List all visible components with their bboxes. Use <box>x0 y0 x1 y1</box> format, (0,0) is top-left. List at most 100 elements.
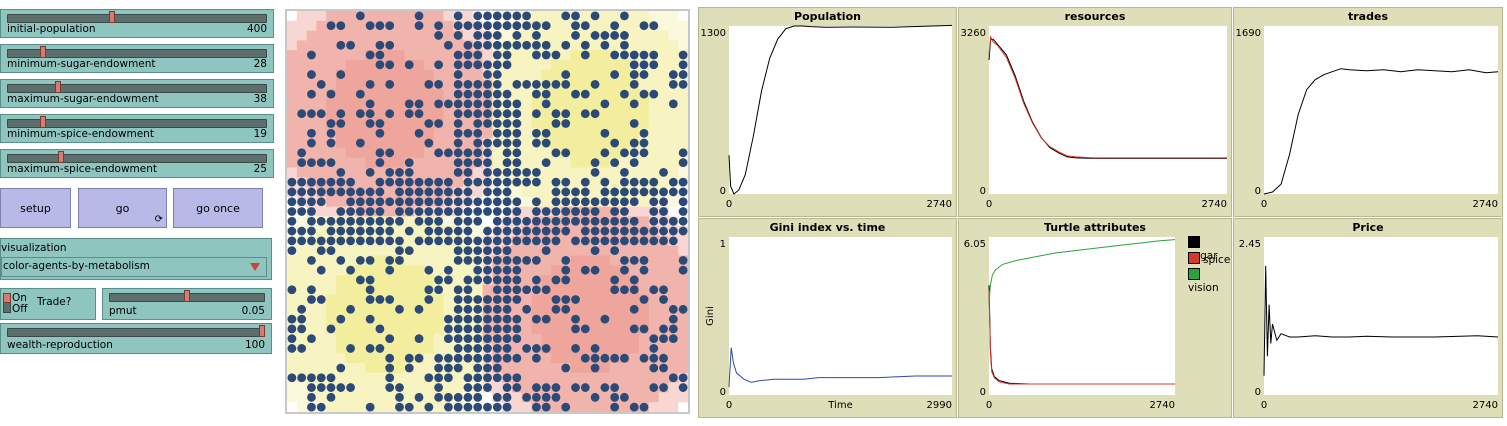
agent <box>551 50 561 60</box>
slider-knob[interactable] <box>40 46 47 58</box>
patch <box>570 353 581 364</box>
slider-knob[interactable] <box>57 151 64 163</box>
slider-wealth-reproduction[interactable]: wealth-reproduction 100 <box>0 323 272 354</box>
patch <box>375 167 386 178</box>
agent <box>424 138 434 148</box>
patch <box>541 30 552 41</box>
patch <box>345 11 356 22</box>
trade-switch[interactable]: On Off Trade? <box>0 288 96 320</box>
patch <box>384 50 395 61</box>
chooser-dropdown[interactable]: color-agents-by-metabolism <box>1 257 267 277</box>
slider-pmut[interactable]: pmut 0.05 <box>102 288 272 320</box>
patch <box>345 294 356 305</box>
agent <box>375 50 385 60</box>
patch <box>668 284 679 295</box>
agent <box>649 177 659 187</box>
slider-minimum-spice-endowment[interactable]: minimum-spice-endowment 19 <box>0 114 274 143</box>
patch <box>590 147 601 159</box>
agent <box>512 158 522 168</box>
patch <box>296 50 307 61</box>
slider-label: pmut <box>109 305 137 317</box>
slider-maximum-sugar-endowment[interactable]: maximum-sugar-endowment 38 <box>0 79 274 108</box>
agent <box>473 177 483 187</box>
slider-track[interactable] <box>7 49 267 58</box>
patch <box>570 50 581 61</box>
slider-knob[interactable] <box>40 116 47 128</box>
setup-button[interactable]: setup <box>0 188 71 228</box>
agent <box>443 324 453 334</box>
patch <box>345 167 356 178</box>
x-axis-max-label: 2740 <box>1473 400 1498 411</box>
patch <box>570 265 581 276</box>
agent <box>522 40 532 50</box>
slider-track[interactable] <box>7 84 267 93</box>
slider-knob[interactable] <box>259 325 265 337</box>
agent <box>483 138 492 148</box>
slider-knob[interactable] <box>184 290 190 302</box>
agent <box>512 138 522 148</box>
agent <box>473 158 483 168</box>
agent <box>453 334 463 344</box>
slider-label: minimum-sugar-endowment <box>7 58 156 70</box>
agent <box>395 304 404 314</box>
agent <box>483 314 492 324</box>
agent <box>375 148 385 158</box>
slider-track[interactable] <box>7 14 267 23</box>
patch <box>521 157 532 168</box>
world-view[interactable] <box>285 9 690 414</box>
patch <box>355 284 366 295</box>
agent <box>532 89 541 99</box>
patch <box>668 265 679 276</box>
agent <box>580 353 590 363</box>
patch <box>414 157 425 168</box>
patch <box>443 11 454 22</box>
agent <box>365 197 375 207</box>
visualization-chooser[interactable]: visualization color-agents-by-metabolism <box>0 238 272 280</box>
patch <box>599 275 611 286</box>
agent <box>483 324 492 334</box>
agent <box>620 207 629 216</box>
agent <box>590 226 600 236</box>
agent <box>590 353 600 363</box>
agent <box>512 11 522 21</box>
patch <box>443 89 454 100</box>
agent <box>600 197 610 207</box>
slider-track[interactable] <box>7 328 265 337</box>
slider-track[interactable] <box>7 154 267 163</box>
agent <box>629 324 639 334</box>
slider-minimum-sugar-endowment[interactable]: minimum-sugar-endowment 28 <box>0 44 274 73</box>
patch <box>511 304 523 315</box>
patch <box>492 147 503 159</box>
agent <box>483 256 492 265</box>
agent <box>551 148 561 158</box>
agent <box>541 21 551 31</box>
patch <box>345 363 356 374</box>
go-once-button[interactable]: go once <box>173 188 263 228</box>
agent <box>551 187 561 197</box>
agent <box>620 392 629 402</box>
patch <box>355 265 366 276</box>
agent <box>385 353 395 363</box>
patch <box>355 333 366 344</box>
patch <box>335 196 346 207</box>
patch <box>365 138 376 149</box>
slider-knob[interactable] <box>108 11 115 23</box>
agent <box>434 148 443 158</box>
slider-maximum-spice-endowment[interactable]: maximum-spice-endowment 25 <box>0 149 274 178</box>
agent <box>453 256 463 265</box>
patch <box>560 235 571 247</box>
agent <box>590 207 600 216</box>
agent <box>297 187 307 197</box>
patch <box>414 323 425 335</box>
agent <box>571 89 580 99</box>
patch <box>668 363 679 374</box>
agent <box>404 60 414 70</box>
patch <box>306 323 317 335</box>
slider-track[interactable] <box>7 119 267 128</box>
agent <box>512 275 522 285</box>
go-button[interactable]: go ⟳ <box>78 188 167 228</box>
slider-initial-population[interactable]: initial-population 400 <box>0 9 274 38</box>
switch-toggle[interactable] <box>3 293 11 313</box>
patch <box>580 30 591 41</box>
slider-knob[interactable] <box>55 81 62 93</box>
